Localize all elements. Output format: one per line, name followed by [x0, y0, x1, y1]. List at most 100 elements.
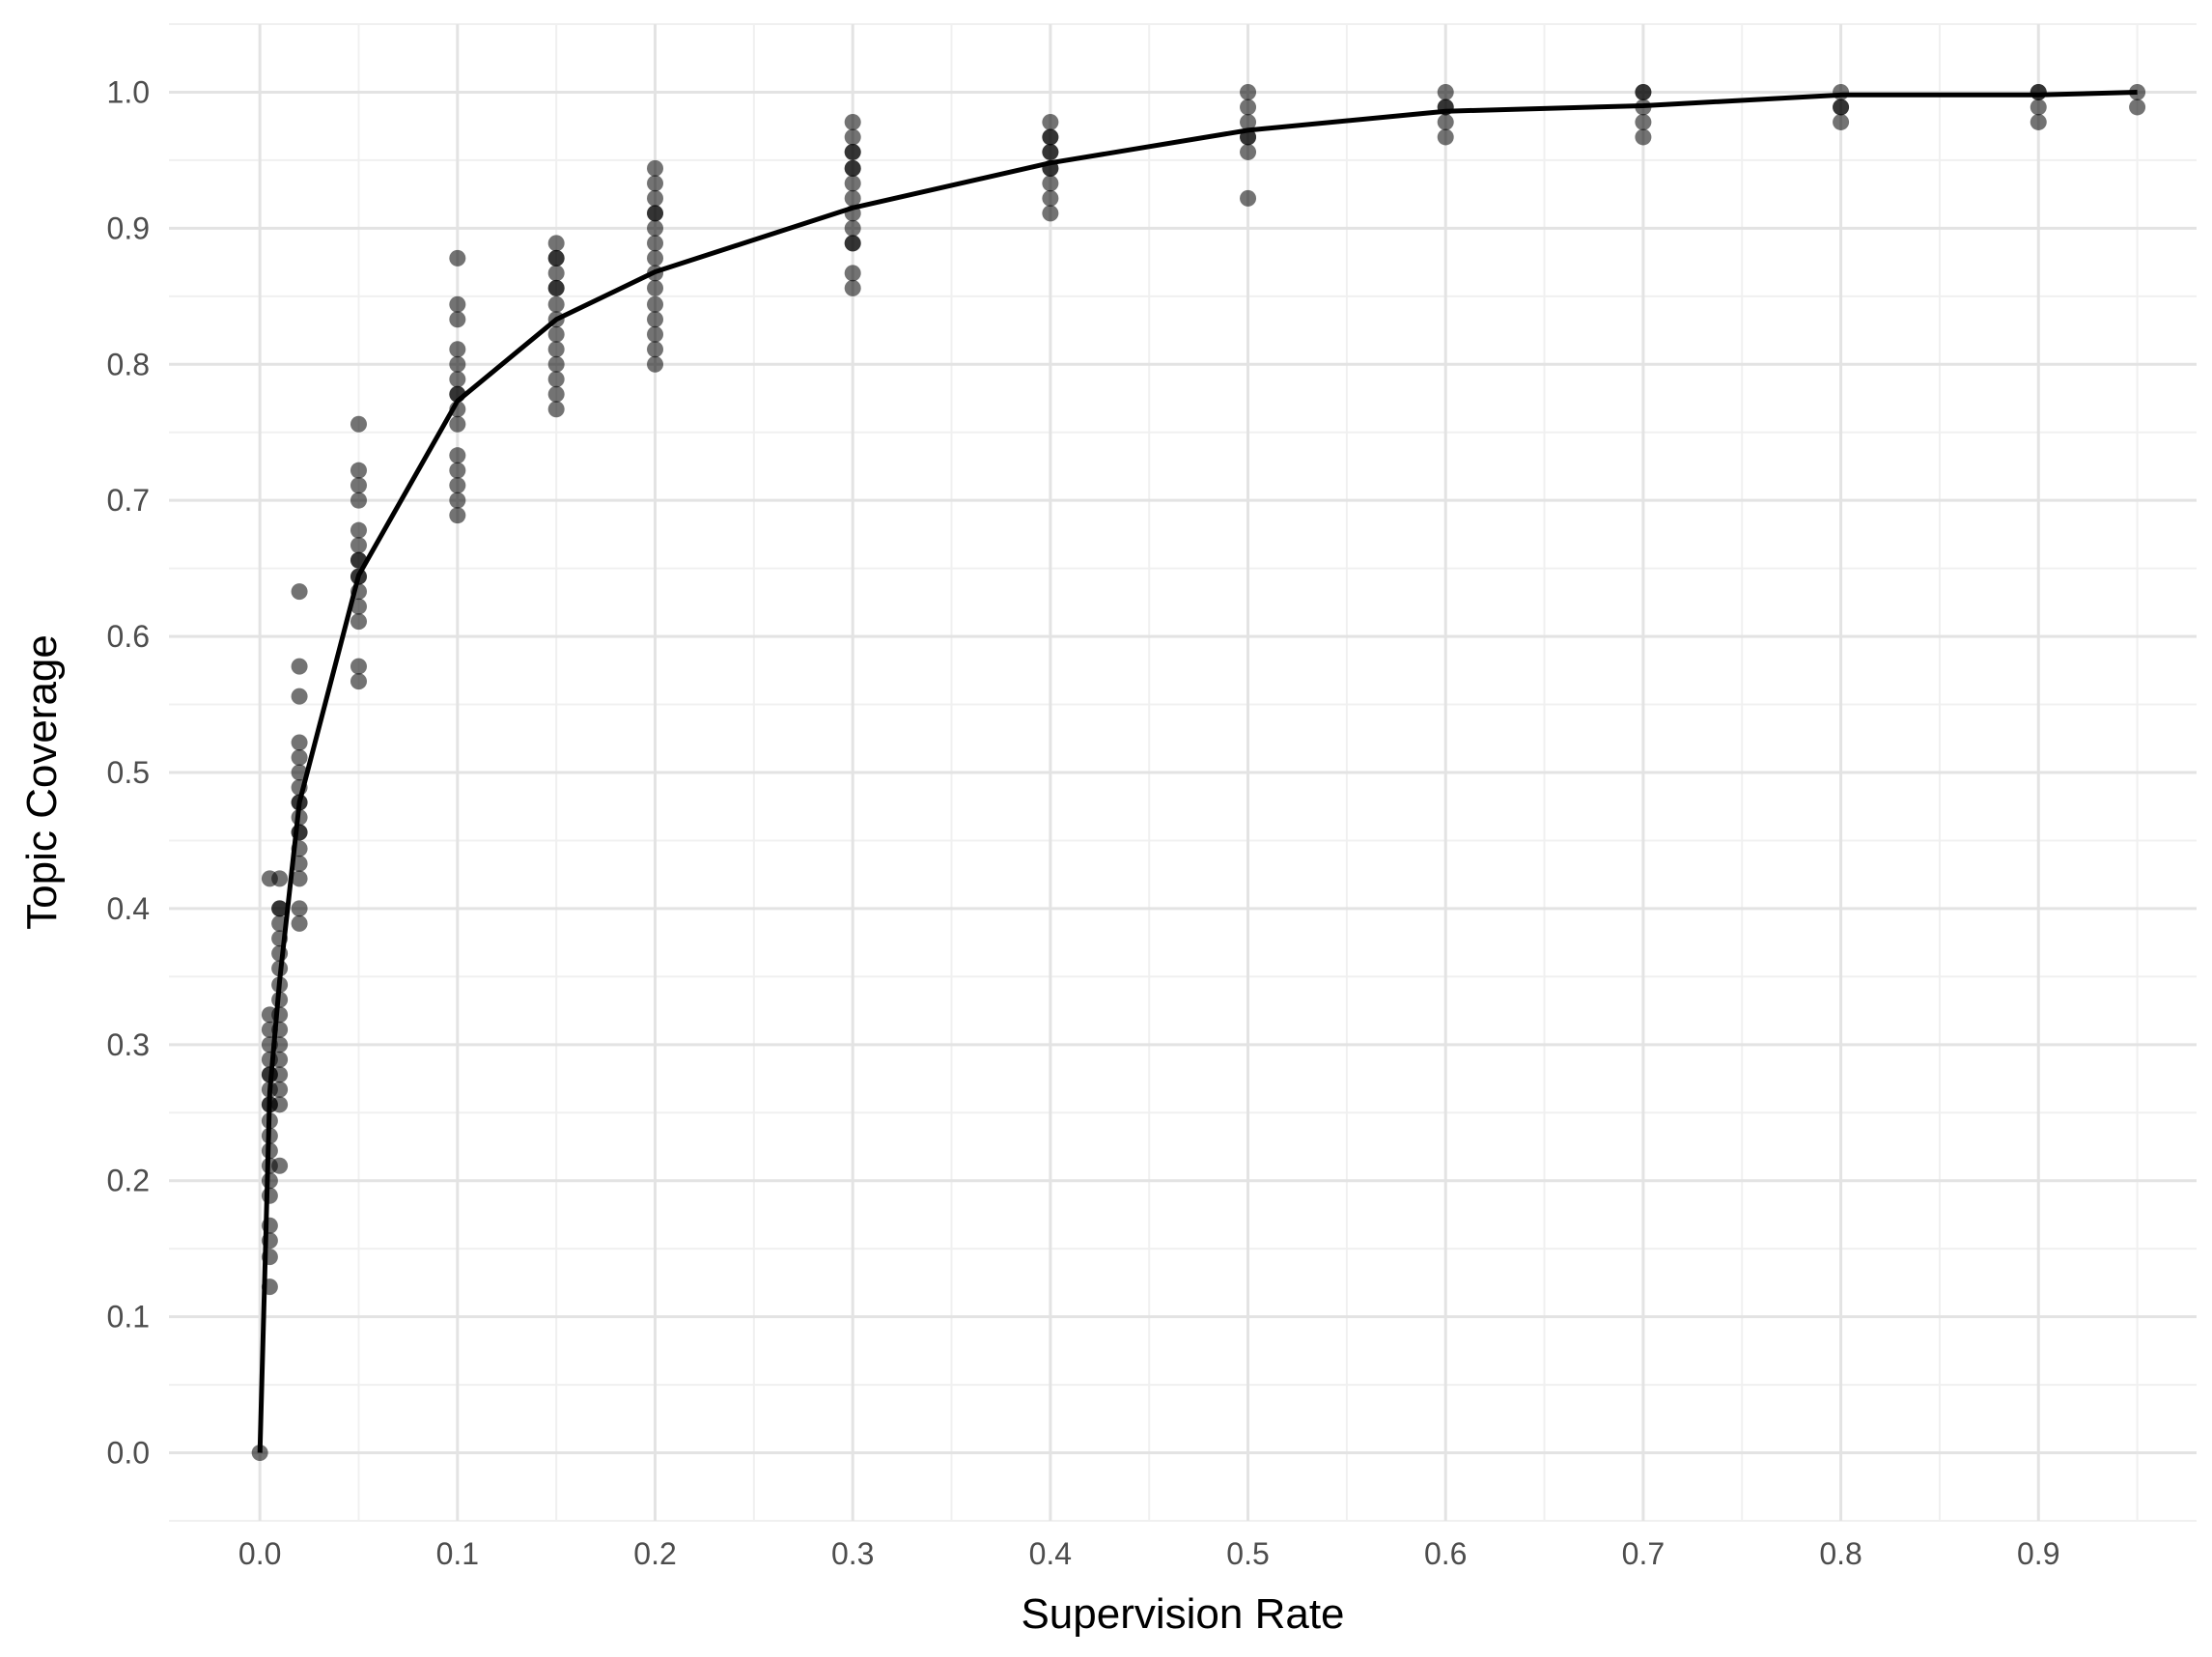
data-point [291, 734, 308, 751]
data-point [449, 295, 466, 313]
data-point [547, 235, 565, 252]
data-point [1240, 143, 1257, 160]
y-tick-label: 0.4 [107, 891, 150, 926]
y-tick-label: 0.2 [107, 1164, 150, 1198]
data-point [547, 325, 565, 343]
data-point [291, 688, 308, 705]
data-point [844, 189, 861, 207]
data-points [251, 83, 2146, 1462]
y-tick-label: 0.7 [107, 483, 150, 518]
y-axis-title: Topic Coverage [18, 634, 66, 930]
major-gridlines [169, 24, 2197, 1521]
data-point [1240, 83, 1257, 100]
data-point [647, 235, 664, 252]
data-point [1437, 128, 1454, 146]
data-point [1042, 113, 1059, 130]
data-point [547, 295, 565, 313]
minor-gridlines [169, 23, 2197, 1522]
data-point [449, 355, 466, 373]
x-tick-label: 0.3 [831, 1536, 874, 1571]
x-tick-label: 0.4 [1029, 1536, 1072, 1571]
data-point [647, 325, 664, 343]
data-point [449, 491, 466, 509]
y-tick-label: 0.3 [107, 1027, 150, 1062]
data-point [271, 1081, 289, 1098]
data-point [1833, 113, 1850, 130]
data-point [449, 507, 466, 524]
x-tick-label: 0.6 [1424, 1536, 1467, 1571]
data-point [251, 1445, 268, 1462]
data-point [1042, 175, 1059, 192]
data-point [350, 462, 367, 479]
data-point [350, 477, 367, 494]
x-tick-label: 0.8 [1819, 1536, 1862, 1571]
data-point [647, 311, 664, 328]
x-tick-label: 0.9 [2017, 1536, 2059, 1571]
y-tick-label: 0.9 [107, 211, 150, 245]
data-point [449, 341, 466, 358]
mean-line [257, 90, 2138, 1453]
data-point [1042, 205, 1059, 222]
data-point [1437, 113, 1454, 130]
data-point [647, 159, 664, 177]
data-point [271, 870, 289, 887]
data-point [844, 128, 861, 146]
data-point [449, 249, 466, 267]
data-point [1240, 189, 1257, 207]
data-point [2030, 98, 2047, 116]
data-point [2030, 113, 2047, 130]
x-tick-label: 0.0 [238, 1536, 281, 1571]
data-point [291, 658, 308, 675]
data-point [844, 113, 861, 130]
y-tick-label: 0.0 [107, 1436, 150, 1471]
data-point [547, 279, 565, 296]
x-tick-label: 0.7 [1622, 1536, 1665, 1571]
data-point [291, 749, 308, 766]
data-point [844, 279, 861, 296]
data-point [647, 295, 664, 313]
data-point [547, 385, 565, 403]
data-point [350, 491, 367, 509]
x-tick-label: 0.2 [633, 1536, 676, 1571]
data-point [350, 658, 367, 675]
data-point [844, 265, 861, 282]
data-point [350, 537, 367, 554]
data-point [2030, 83, 2047, 100]
data-point [547, 371, 565, 388]
data-point [547, 249, 565, 267]
data-point [844, 175, 861, 192]
data-point [647, 279, 664, 296]
data-point [449, 477, 466, 494]
data-point [844, 235, 861, 252]
data-point [647, 355, 664, 373]
data-point [350, 673, 367, 690]
x-axis-title: Supervision Rate [1021, 1590, 1344, 1638]
data-point [547, 265, 565, 282]
data-point [647, 189, 664, 207]
data-point [844, 159, 861, 177]
data-point [647, 175, 664, 192]
data-point [271, 900, 289, 917]
data-point [291, 914, 308, 932]
data-point [449, 311, 466, 328]
data-point [1042, 128, 1059, 146]
data-point [291, 870, 308, 887]
data-point [449, 371, 466, 388]
data-point [647, 219, 664, 237]
data-point [1437, 83, 1454, 100]
data-point [1240, 113, 1257, 130]
data-point [350, 613, 367, 631]
data-point [1833, 83, 1850, 100]
y-tick-label: 0.1 [107, 1300, 150, 1334]
data-point [1635, 113, 1652, 130]
data-point [449, 415, 466, 433]
data-point [291, 900, 308, 917]
data-point [271, 1157, 289, 1174]
x-tick-labels: 0.0 0.1 0.2 0.3 0.4 0.5 0.6 0.7 0.8 0.9 [238, 1536, 2060, 1571]
data-point [1042, 189, 1059, 207]
y-tick-label: 1.0 [107, 74, 150, 109]
data-point [350, 415, 367, 433]
x-tick-label: 0.5 [1226, 1536, 1269, 1571]
data-point [547, 401, 565, 418]
